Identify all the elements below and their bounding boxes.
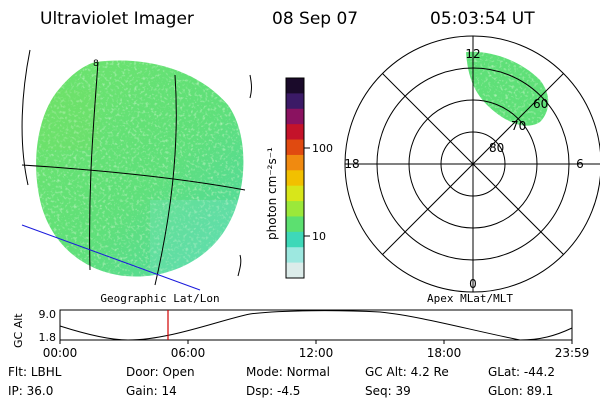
colorbar-tick-label: 10	[312, 230, 326, 243]
x-tick-label: 12:00	[299, 346, 334, 360]
polar-grid	[344, 35, 600, 293]
colorbar-stripe	[286, 154, 304, 171]
x-tick-label: 18:00	[427, 346, 462, 360]
status-filter: Flt: LBHL	[8, 365, 62, 379]
altitude-plot-frame	[59, 309, 573, 341]
colorbar-stripe	[286, 201, 304, 217]
longitude-line	[89, 61, 99, 271]
mlt-label-bottom: 0	[469, 277, 477, 291]
status-door: Door: Open	[126, 365, 195, 379]
status-ip: IP: 36.0	[8, 384, 53, 398]
left-panel-caption: Geographic Lat/Lon	[100, 292, 219, 305]
altitude-y-max: 9.0	[39, 308, 57, 321]
colorbar: 100 10 photon cm⁻²s⁻¹	[265, 77, 333, 279]
observation-time: 05:03:54 UT	[430, 9, 535, 29]
status-gc-alt: GC Alt: 4.2 Re	[365, 365, 449, 379]
altitude-plot: GC Alt 9.0 1.8 00:00 06:00 12:00 18:00 2…	[12, 308, 589, 360]
longitude-line	[154, 74, 177, 286]
status-gain: Gain: 14	[126, 384, 177, 398]
orbit-altitude-curve	[59, 310, 573, 341]
x-tick-label: 23:59	[555, 346, 590, 360]
longitude-line	[21, 49, 31, 186]
observation-date: 08 Sep 07	[272, 9, 358, 29]
status-dsp: Dsp: -4.5	[246, 384, 300, 398]
mlat-label: 70	[511, 119, 526, 133]
colorbar-stripe	[286, 139, 304, 156]
mlt-label-left: 18	[344, 157, 359, 171]
colorbar-stripe	[286, 262, 304, 279]
mlat-label: 80	[489, 141, 504, 155]
mlat-label: 60	[533, 97, 548, 111]
status-seq: Seq: 39	[365, 384, 411, 398]
colorbar-stripe	[286, 185, 304, 202]
colorbar-tick-label: 100	[312, 142, 333, 155]
colorbar-stripe	[286, 78, 304, 94]
status-mode: Mode: Normal	[246, 365, 330, 379]
polar-axis	[382, 73, 564, 255]
x-tick-label: 06:00	[171, 346, 206, 360]
colorbar-stripe	[286, 124, 304, 141]
header: Ultraviolet Imager 08 Sep 07 05:03:54 UT	[40, 9, 535, 29]
altitude-x-ticks	[59, 340, 573, 344]
instrument-title: Ultraviolet Imager	[40, 9, 194, 29]
colorbar-stripe	[286, 108, 304, 125]
status-glon: GLon: 89.1	[488, 384, 553, 398]
latitude-line	[249, 74, 252, 99]
latitude-line	[237, 254, 242, 277]
earth-disk-image	[36, 60, 244, 277]
mlt-label-top: 12	[465, 47, 480, 61]
colorbar-unit-label: photon cm⁻²s⁻¹	[265, 147, 279, 240]
altitude-axis-label: GC Alt	[12, 313, 25, 348]
terminator-line	[21, 224, 201, 291]
x-tick-label: 00:00	[43, 346, 78, 360]
colorbar-stripe	[286, 216, 304, 233]
colorbar-frame	[285, 77, 305, 279]
status-glat: GLat: -44.2	[488, 365, 555, 379]
colorbar-stripe	[286, 247, 304, 264]
colorbar-stripe	[286, 93, 304, 110]
status-panel: Flt: LBHL Door: Open Mode: Normal GC Alt…	[8, 365, 555, 398]
right-panel-caption: Apex MLat/MLT	[427, 292, 513, 305]
polar-image-region	[466, 51, 549, 126]
latitude-line	[21, 164, 246, 191]
geographic-grid	[21, 49, 252, 286]
polar-plot-panel: 12 18 6 0 60 70 80 Apex MLat/MLT	[344, 35, 600, 305]
colorbar-stripe	[286, 231, 304, 248]
mlt-label-right: 6	[576, 157, 584, 171]
colorbar-stripes	[286, 78, 304, 279]
colorbar-stripe	[286, 170, 304, 187]
altitude-y-min: 1.8	[39, 331, 57, 344]
grid-label: 8	[93, 59, 99, 69]
geographic-image-panel: 8 Geographic Lat/Lon	[21, 49, 252, 305]
